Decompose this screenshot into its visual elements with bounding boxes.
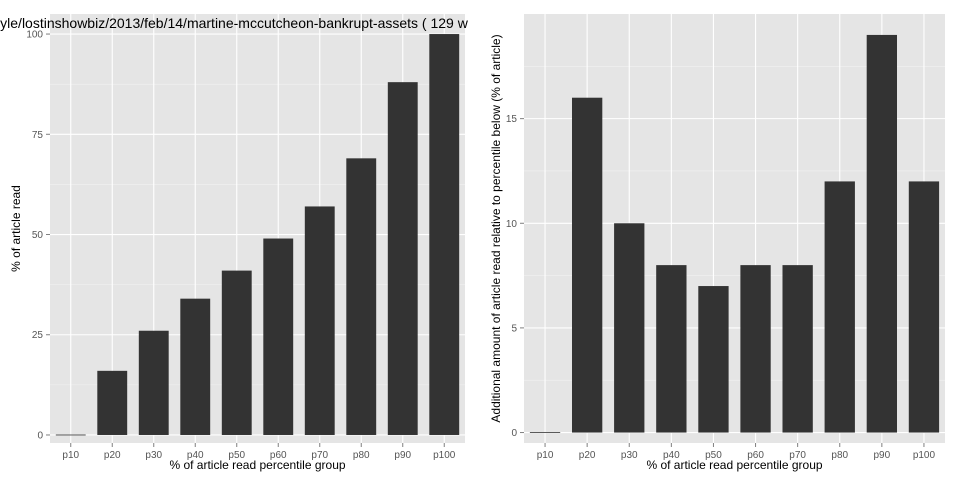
chart2-bar-p10 [529, 432, 561, 433]
chart2-x-tick-label: p70 [789, 450, 806, 461]
chart1-x-tick-label: p70 [311, 450, 328, 461]
chart1-bar-p40 [180, 298, 211, 435]
chart2-x-tick-label: p80 [831, 450, 848, 461]
chart1-x-tick-label: p50 [228, 450, 245, 461]
chart1-y-tick-label: 75 [32, 130, 44, 141]
chart2-x-tick-label: p60 [747, 450, 764, 461]
chart2-y-tick-label: 5 [511, 323, 517, 334]
chart1-y-tick-label: 0 [37, 430, 43, 441]
chart2-panel-group: 0 5 10 15 p10 p20 p30 p40 p50 p60 p70 p80 p90 p100 % o… [489, 14, 945, 472]
chart1-y-tick-label: 50 [32, 230, 44, 241]
chart2-bar-p100 [908, 181, 940, 433]
chart2-y-tick-label: 15 [506, 114, 518, 125]
chart2-bar-p40 [656, 265, 687, 433]
chart2-bar-p70 [782, 265, 813, 433]
chart2-y-tick-label: 10 [506, 219, 518, 230]
chart2-x-tick-label: p40 [663, 450, 680, 461]
chart1-x-axis-title: % of article read percentile group [169, 458, 345, 472]
chart1-title: yle/lostinshowbiz/2013/feb/14/martine-mc… [0, 15, 469, 31]
chart2-bar-p30 [614, 223, 645, 433]
chart2-x-tick-label: p30 [621, 450, 638, 461]
chart2-x-tick-label: p90 [874, 450, 891, 461]
chart1-x-tick-label: p20 [104, 450, 121, 461]
chart1-x-tick-label: p60 [270, 450, 287, 461]
chart1-x-tick-label: p40 [187, 450, 204, 461]
chart1-bar-p50 [221, 270, 252, 435]
chart2-bar-p20 [571, 97, 603, 433]
chart2-x-tick-label: p50 [705, 450, 722, 461]
chart2-x-tick-label: p10 [537, 450, 554, 461]
chart1-bar-p20 [97, 370, 128, 435]
chart1-bar-p90 [387, 82, 418, 435]
chart1-x-tick-label: p90 [394, 450, 411, 461]
chart1-x-tick-label: p30 [145, 450, 162, 461]
chart1-x-tick-label: p100 [433, 450, 456, 461]
chart1-bar-p30 [138, 330, 169, 435]
chart2-bar-p60 [740, 265, 771, 433]
chart2-bar-p50 [698, 286, 729, 433]
chart2-x-tick-label: p20 [579, 450, 596, 461]
chart1-bar-p100 [429, 34, 460, 435]
chart1-bar-p60 [263, 238, 294, 435]
chart2-y-axis-title: Additional amount of article read relati… [489, 34, 503, 422]
chart1-y-tick-label: 100 [26, 30, 43, 41]
chart1-panel-group: 0 25 50 75 100 p10 p20 p30 p40 p50 p60 p70 p80 p90 p10… [0, 14, 469, 472]
chart1-bar-p70 [304, 206, 335, 435]
chart2-x-axis-title: % of article read percentile group [646, 458, 822, 472]
chart1-x-tick-label: p80 [353, 450, 370, 461]
chart1-bar-p10 [55, 434, 86, 436]
chart2-bar-p80 [824, 181, 855, 433]
chart2-bar-p90 [866, 34, 898, 433]
chart2-x-tick-label: p100 [913, 450, 936, 461]
chart2-y-tick-label: 0 [511, 428, 517, 439]
chart1-x-tick-label: p10 [62, 450, 79, 461]
chart1-y-axis-title: % of article read [9, 185, 23, 272]
chart1-bar-p80 [346, 158, 377, 435]
chart1-y-tick-label: 25 [32, 330, 44, 341]
